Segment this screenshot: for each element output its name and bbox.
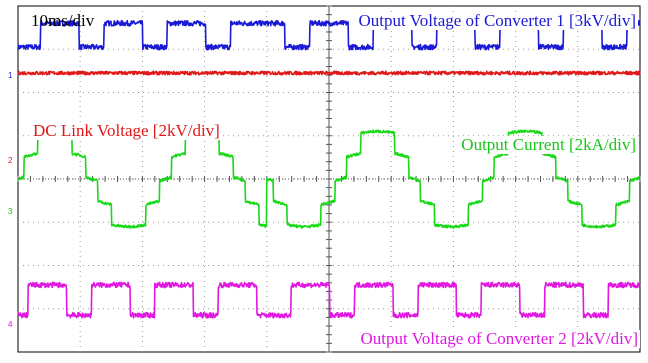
ch3-marker: 3 bbox=[8, 207, 13, 216]
ch2-marker: 2 bbox=[8, 156, 13, 165]
timebase-label: 10ms/div bbox=[31, 11, 95, 30]
ch4-label: Output Voltage of Converter 2 [2kV/div] bbox=[358, 329, 640, 348]
ch2-label: DC Link Voltage [2kV/div] bbox=[31, 121, 222, 140]
ch1-marker: 1 bbox=[8, 71, 13, 80]
trace-ch2 bbox=[17, 70, 641, 76]
ch4-marker: 4 bbox=[8, 320, 13, 329]
ch3-label: Output Current [2kA/div] bbox=[459, 135, 638, 154]
ch1-label: Output Voltage of Converter 1 [3kV/div] bbox=[356, 11, 638, 30]
trace-ch4 bbox=[17, 281, 641, 319]
trace-ch3 bbox=[17, 129, 641, 229]
